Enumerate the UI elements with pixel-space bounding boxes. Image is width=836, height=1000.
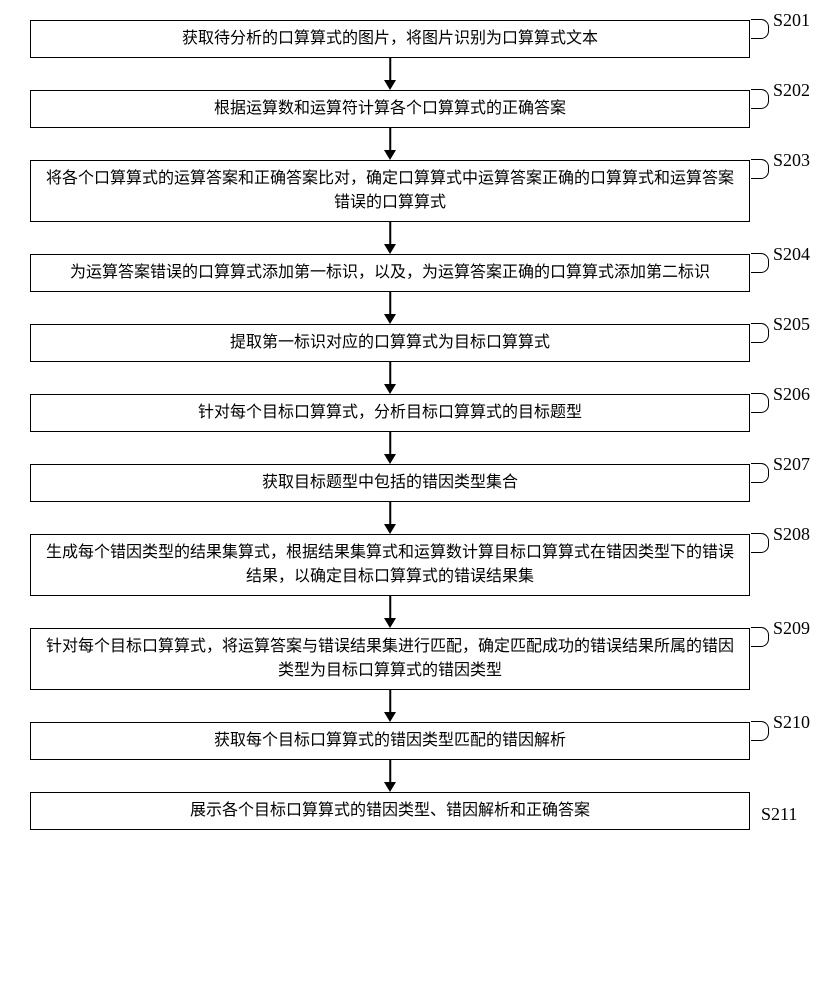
arrow <box>30 690 750 722</box>
step-box: S211 展示各个目标口算算式的错因类型、错因解析和正确答案 <box>30 792 750 830</box>
step-label: S206 <box>773 381 810 408</box>
arrow <box>30 760 750 792</box>
step-box: S206 针对每个目标口算算式，分析目标口算算式的目标题型 <box>30 394 750 432</box>
arrow <box>30 596 750 628</box>
bracket <box>751 323 769 343</box>
bracket <box>751 721 769 741</box>
step-box: S204 为运算答案错误的口算算式添加第一标识，以及，为运算答案正确的口算算式添… <box>30 254 750 292</box>
bracket <box>751 463 769 483</box>
step-text: 获取目标题型中包括的错因类型集合 <box>262 471 518 495</box>
step-box: S210 获取每个目标口算算式的错因类型匹配的错因解析 <box>30 722 750 760</box>
flowchart-container: S201 获取待分析的口算算式的图片，将图片识别为口算算式文本 S202 根据运… <box>30 20 810 830</box>
step-text: 为运算答案错误的口算算式添加第一标识，以及，为运算答案正确的口算算式添加第二标识 <box>70 261 710 285</box>
arrow <box>30 222 750 254</box>
step-text: 针对每个目标口算算式，分析目标口算算式的目标题型 <box>198 401 582 425</box>
step-box: S202 根据运算数和运算符计算各个口算算式的正确答案 <box>30 90 750 128</box>
bracket <box>751 89 769 109</box>
arrow <box>30 502 750 534</box>
step-box: S207 获取目标题型中包括的错因类型集合 <box>30 464 750 502</box>
step-box: S209 针对每个目标口算算式，将运算答案与错误结果集进行匹配，确定匹配成功的错… <box>30 628 750 690</box>
arrow <box>30 292 750 324</box>
step-text: 提取第一标识对应的口算算式为目标口算算式 <box>230 331 550 355</box>
arrow <box>30 58 750 90</box>
step-label: S201 <box>773 7 810 34</box>
step-box: S208 生成每个错因类型的结果集算式，根据结果集算式和运算数计算目标口算算式在… <box>30 534 750 596</box>
step-text: 生成每个错因类型的结果集算式，根据结果集算式和运算数计算目标口算算式在错因类型下… <box>41 541 739 589</box>
bracket <box>751 19 769 39</box>
step-text: 将各个口算算式的运算答案和正确答案比对，确定口算算式中运算答案正确的口算算式和运… <box>41 167 739 215</box>
step-box: S203 将各个口算算式的运算答案和正确答案比对，确定口算算式中运算答案正确的口… <box>30 160 750 222</box>
step-box: S205 提取第一标识对应的口算算式为目标口算算式 <box>30 324 750 362</box>
step-box: S201 获取待分析的口算算式的图片，将图片识别为口算算式文本 <box>30 20 750 58</box>
step-label: S205 <box>773 311 810 338</box>
step-label: S203 <box>773 147 810 174</box>
step-text: 展示各个目标口算算式的错因类型、错因解析和正确答案 <box>190 799 590 823</box>
step-text: 获取待分析的口算算式的图片，将图片识别为口算算式文本 <box>182 27 598 51</box>
step-label: S208 <box>773 521 810 548</box>
step-text: 根据运算数和运算符计算各个口算算式的正确答案 <box>214 97 566 121</box>
arrow <box>30 128 750 160</box>
step-label: S204 <box>773 241 810 268</box>
step-label: S210 <box>773 709 810 736</box>
step-label: S209 <box>773 615 810 642</box>
arrow <box>30 362 750 394</box>
bracket <box>751 393 769 413</box>
step-text: 针对每个目标口算算式，将运算答案与错误结果集进行匹配，确定匹配成功的错误结果所属… <box>41 635 739 683</box>
step-text: 获取每个目标口算算式的错因类型匹配的错因解析 <box>214 729 566 753</box>
bracket <box>751 627 769 647</box>
step-label: S202 <box>773 77 810 104</box>
bracket <box>751 253 769 273</box>
bracket <box>751 159 769 179</box>
arrow <box>30 432 750 464</box>
step-label: S211 <box>761 801 797 828</box>
bracket <box>751 533 769 553</box>
step-label: S207 <box>773 451 810 478</box>
